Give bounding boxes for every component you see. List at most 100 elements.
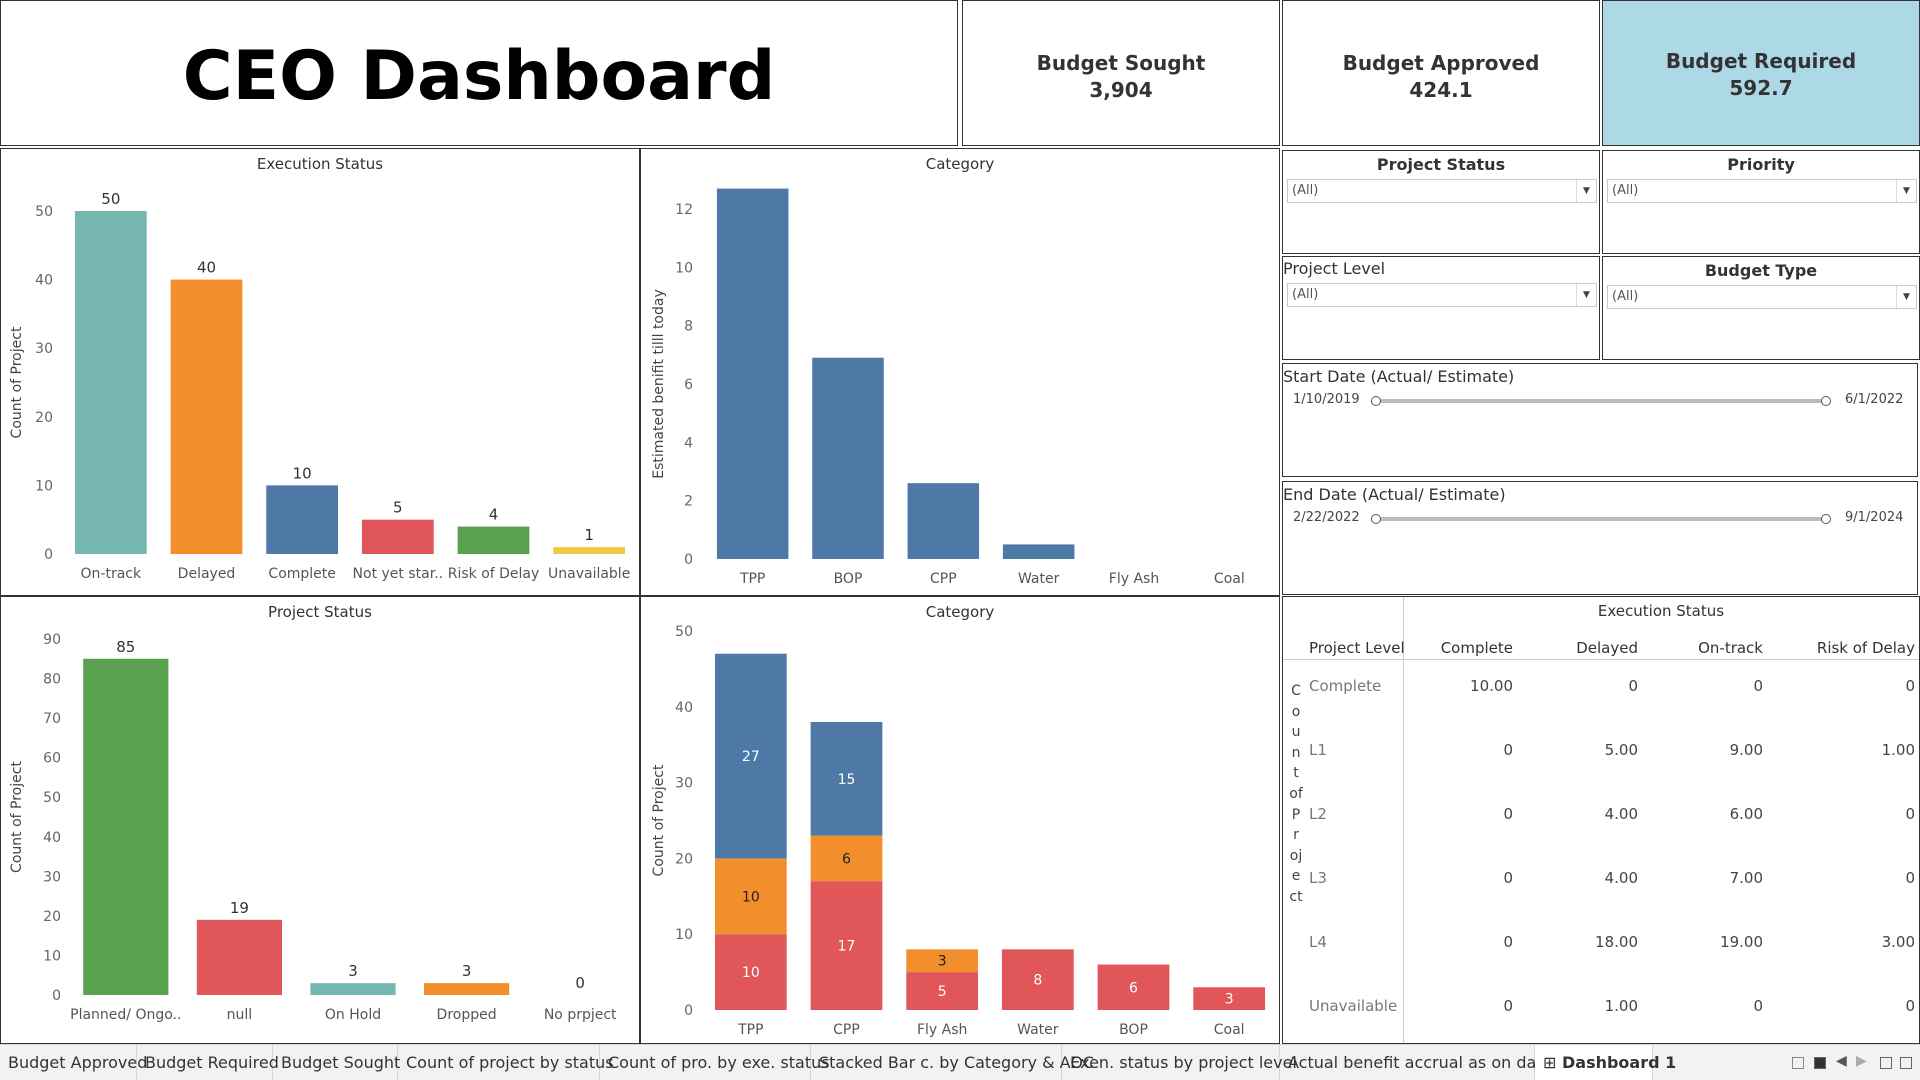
- bar-segment[interactable]: [714, 934, 787, 1010]
- bar[interactable]: [170, 279, 243, 554]
- sheet-sorter-icon[interactable]: [1792, 1057, 1804, 1069]
- bar[interactable]: [424, 983, 510, 995]
- tab-stacked-bar[interactable]: Stacked Bar c. by Category & AOC: [811, 1045, 1094, 1080]
- project-status-select[interactable]: (All) ▼: [1287, 179, 1597, 203]
- table-row-header-divider: [1403, 597, 1404, 1043]
- data-label: 1: [584, 526, 594, 544]
- bar-segment[interactable]: [906, 972, 979, 1010]
- x-tick-label: null: [227, 1007, 253, 1023]
- kpi-budget-sought[interactable]: Budget Sought 3,904: [962, 0, 1280, 146]
- y-tick-label: 10: [43, 948, 61, 964]
- start-date-slider-track[interactable]: [1375, 399, 1825, 403]
- select-value: (All): [1612, 289, 1639, 304]
- bar[interactable]: [196, 919, 282, 995]
- tab-prev-icon[interactable]: ◀: [1836, 1053, 1847, 1069]
- budget-type-select[interactable]: (All) ▼: [1607, 285, 1917, 309]
- tab-next-icon[interactable]: ▶: [1856, 1053, 1867, 1069]
- table-cell: 0: [1905, 997, 1915, 1015]
- data-label: 27: [742, 749, 760, 765]
- end-date-slider-track[interactable]: [1375, 517, 1825, 521]
- priority-select[interactable]: (All) ▼: [1607, 179, 1917, 203]
- row-label: L2: [1309, 805, 1327, 823]
- bar-segment[interactable]: [714, 653, 787, 859]
- bar-segment[interactable]: [1001, 949, 1074, 1010]
- select-value: (All): [1612, 183, 1639, 198]
- kpi-budget-approved[interactable]: Budget Approved 424.1: [1282, 0, 1600, 146]
- tab-count-by-exe-status[interactable]: Count of pro. by exe. status: [600, 1045, 830, 1080]
- project-level-select[interactable]: (All) ▼: [1287, 283, 1597, 307]
- start-date-handle-left[interactable]: [1371, 396, 1381, 406]
- bar-segment[interactable]: [1193, 987, 1266, 1010]
- chart-title: Project Status: [268, 603, 372, 621]
- x-tick-label: Dropped: [437, 1007, 497, 1023]
- bar[interactable]: [83, 658, 169, 995]
- tab-count-by-status[interactable]: Count of project by status: [398, 1045, 614, 1080]
- tab-dashboard-1[interactable]: ⊞ Dashboard 1: [1535, 1045, 1676, 1080]
- y-tick-label: 30: [35, 341, 53, 357]
- bar-segment[interactable]: [810, 835, 883, 882]
- column-header: On-track: [1698, 639, 1763, 657]
- measure-label-fragment: u: [1291, 724, 1301, 741]
- data-label: 10: [742, 889, 760, 905]
- bar[interactable]: [266, 485, 339, 554]
- bar[interactable]: [74, 211, 147, 554]
- bar-segment[interactable]: [810, 721, 883, 836]
- execution-status-chart[interactable]: Count of Project 0 10 20 30 40 50 On-track 50 Del…: [1, 149, 639, 595]
- y-tick-label: 20: [35, 410, 53, 426]
- data-label: 3: [938, 954, 947, 970]
- project-status-chart[interactable]: Count of Project0102030405060708090Plann…: [1, 597, 639, 1043]
- chevron-down-icon[interactable]: ▼: [1576, 180, 1596, 202]
- table-cell: 18.00: [1595, 933, 1638, 951]
- bar-segment[interactable]: [714, 858, 787, 935]
- bar[interactable]: [310, 983, 396, 995]
- chevron-down-icon[interactable]: ▼: [1896, 286, 1916, 308]
- filmstrip-icon[interactable]: [1814, 1057, 1826, 1069]
- presentation-icon[interactable]: [1900, 1057, 1912, 1069]
- tab-actual-benefit[interactable]: Actual benefit accrual as on date: [1280, 1045, 1552, 1080]
- x-tick-label: Coal: [1214, 571, 1245, 587]
- bar[interactable]: [1002, 544, 1075, 559]
- column-header: Risk of Delay: [1816, 639, 1915, 657]
- kpi-value: 424.1: [1409, 78, 1473, 102]
- tab-budget-approved[interactable]: Budget Approved: [0, 1045, 147, 1080]
- chevron-down-icon[interactable]: ▼: [1896, 180, 1916, 202]
- dashboard-grid-icon: ⊞: [1543, 1053, 1557, 1072]
- category-benefit-chart[interactable]: Estimated benifit tilll today 0 2 4 6 8 10 12 TP…: [641, 149, 1279, 595]
- category-stacked-chart[interactable]: Count of Project 0 10 20 30 40 50 TPP 10 10 27 CPP 1…: [641, 597, 1279, 1043]
- bar-segment[interactable]: [810, 881, 883, 1010]
- bar[interactable]: [457, 526, 530, 554]
- filter-priority: Priority (All) ▼: [1602, 150, 1920, 254]
- x-tick-label: Planned/ Ongo..: [70, 1007, 181, 1023]
- start-date-handle-right[interactable]: [1821, 396, 1831, 406]
- kpi-budget-required[interactable]: Budget Required 592.7: [1602, 0, 1920, 146]
- bar[interactable]: [907, 483, 980, 559]
- fullscreen-icon[interactable]: [1880, 1057, 1892, 1069]
- bar-segment[interactable]: [906, 949, 979, 973]
- bar-segment[interactable]: [1097, 964, 1170, 1010]
- bar[interactable]: [812, 357, 884, 559]
- kpi-label: Budget Required: [1665, 49, 1857, 73]
- y-axis-label: Count of Project: [9, 326, 25, 438]
- table-row-header: Project Level: [1309, 639, 1405, 657]
- select-value: (All): [1292, 287, 1319, 302]
- tab-exen-status-level[interactable]: Exen. status by project level: [1062, 1045, 1297, 1080]
- tab-budget-sought[interactable]: Budget Sought: [273, 1045, 400, 1080]
- data-label: 3: [348, 962, 358, 980]
- table-cell: 4.00: [1604, 869, 1638, 887]
- end-date-handle-left[interactable]: [1371, 514, 1381, 524]
- kpi-label: Budget Approved: [1342, 51, 1540, 75]
- chevron-down-icon[interactable]: ▼: [1576, 284, 1596, 306]
- bar[interactable]: [361, 519, 434, 554]
- y-tick-label: 50: [35, 204, 53, 220]
- bar[interactable]: [716, 188, 789, 560]
- table-cell: 1.00: [1881, 741, 1915, 759]
- filter-label: Start Date (Actual/ Estimate): [1283, 367, 1515, 386]
- table-cell: 0: [1753, 677, 1763, 695]
- tab-budget-required[interactable]: Budget Required: [137, 1045, 279, 1080]
- y-tick-label: 80: [43, 672, 61, 688]
- bar[interactable]: [553, 547, 626, 554]
- y-tick-label: 0: [44, 547, 53, 563]
- end-date-handle-right[interactable]: [1821, 514, 1831, 524]
- row-label: L4: [1309, 933, 1327, 951]
- table-cell: 0: [1503, 997, 1513, 1015]
